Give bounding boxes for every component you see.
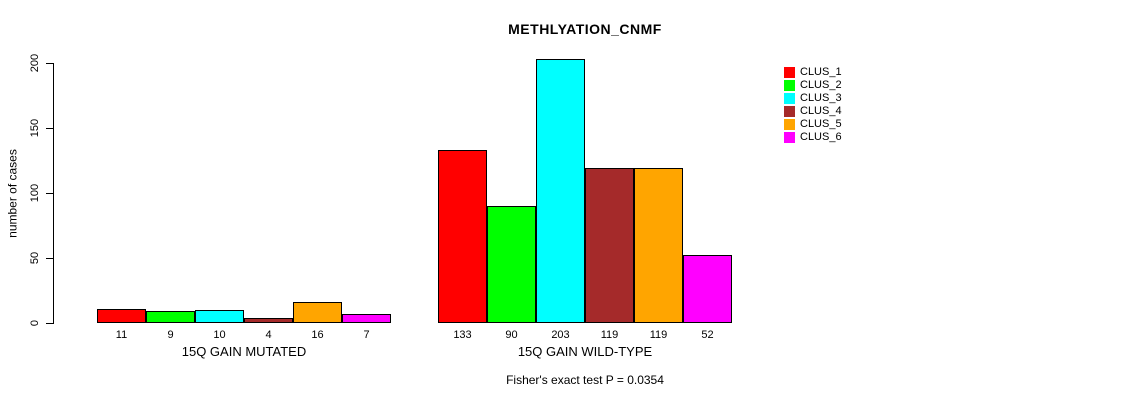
legend-label-clus_3: CLUS_3: [800, 92, 842, 104]
legend-label-clus_6: CLUS_6: [800, 131, 842, 143]
bar-value-clus_6-group2: 52: [701, 329, 714, 341]
bar-value-clus_2-group2: 90: [505, 329, 518, 341]
y-axis-label: number of cases: [5, 149, 20, 238]
bar-clus_1-group1: [97, 309, 146, 323]
y-tick-label-150: 150: [29, 118, 41, 138]
bar-clus_2-group1: [146, 311, 195, 323]
bar-clus_5-group2: [634, 168, 683, 323]
y-axis-line: [53, 63, 54, 324]
y-tick-label-100: 100: [29, 183, 41, 203]
legend-label-clus_4: CLUS_4: [800, 105, 842, 117]
bar-clus_1-group2: [438, 150, 487, 323]
bar-value-clus_6-group1: 7: [363, 329, 370, 341]
legend-row-clus_3: CLUS_3: [784, 92, 842, 105]
legend-swatch-clus_2: [784, 80, 795, 91]
y-tick-100: [46, 193, 53, 194]
legend-label-clus_1: CLUS_1: [800, 66, 842, 78]
group-label-1: 15Q GAIN MUTATED: [181, 344, 307, 359]
y-tick-label-200: 200: [29, 53, 41, 73]
y-tick-0: [46, 323, 53, 324]
y-tick-50: [46, 258, 53, 259]
legend-row-clus_1: CLUS_1: [784, 66, 842, 79]
bar-clus_6-group1: [342, 314, 391, 323]
legend-row-clus_2: CLUS_2: [784, 79, 842, 92]
bar-value-clus_3-group2: 203: [551, 329, 570, 341]
y-tick-200: [46, 63, 53, 64]
legend: CLUS_1 CLUS_2 CLUS_3 CLUS_4 CLUS_5 CLUS_6: [784, 66, 842, 144]
bar-value-clus_1-group1: 11: [115, 329, 128, 341]
group-label-2: 15Q GAIN WILD-TYPE: [517, 344, 653, 359]
bar-clus_3-group1: [195, 310, 244, 323]
chart-title: METHLYATION_CNMF: [508, 21, 662, 37]
bar-clus_4-group1: [244, 318, 293, 323]
bar-value-clus_5-group2: 119: [649, 329, 668, 341]
legend-swatch-clus_6: [784, 132, 795, 143]
y-tick-label-0: 0: [29, 319, 41, 327]
legend-row-clus_4: CLUS_4: [784, 105, 842, 118]
bar-value-clus_3-group1: 10: [213, 329, 226, 341]
bar-clus_2-group2: [487, 206, 536, 323]
legend-row-clus_6: CLUS_6: [784, 131, 842, 144]
bar-clus_4-group2: [585, 168, 634, 323]
legend-swatch-clus_5: [784, 119, 795, 130]
fisher-test-caption: Fisher's exact test P = 0.0354: [506, 373, 664, 387]
legend-swatch-clus_4: [784, 106, 795, 117]
bar-value-clus_4-group1: 4: [265, 329, 272, 341]
legend-label-clus_2: CLUS_2: [800, 79, 842, 91]
bar-value-clus_2-group1: 9: [167, 329, 174, 341]
bar-clus_3-group2: [536, 59, 585, 323]
legend-swatch-clus_1: [784, 67, 795, 78]
legend-row-clus_5: CLUS_5: [784, 118, 842, 131]
bar-value-clus_5-group1: 16: [311, 329, 324, 341]
bar-value-clus_1-group2: 133: [453, 329, 472, 341]
bar-value-clus_4-group2: 119: [600, 329, 619, 341]
bar-clus_6-group2: [683, 255, 732, 323]
legend-swatch-clus_3: [784, 93, 795, 104]
legend-label-clus_5: CLUS_5: [800, 118, 842, 130]
bar-clus_5-group1: [293, 302, 342, 323]
y-tick-label-50: 50: [29, 251, 41, 265]
y-tick-150: [46, 128, 53, 129]
